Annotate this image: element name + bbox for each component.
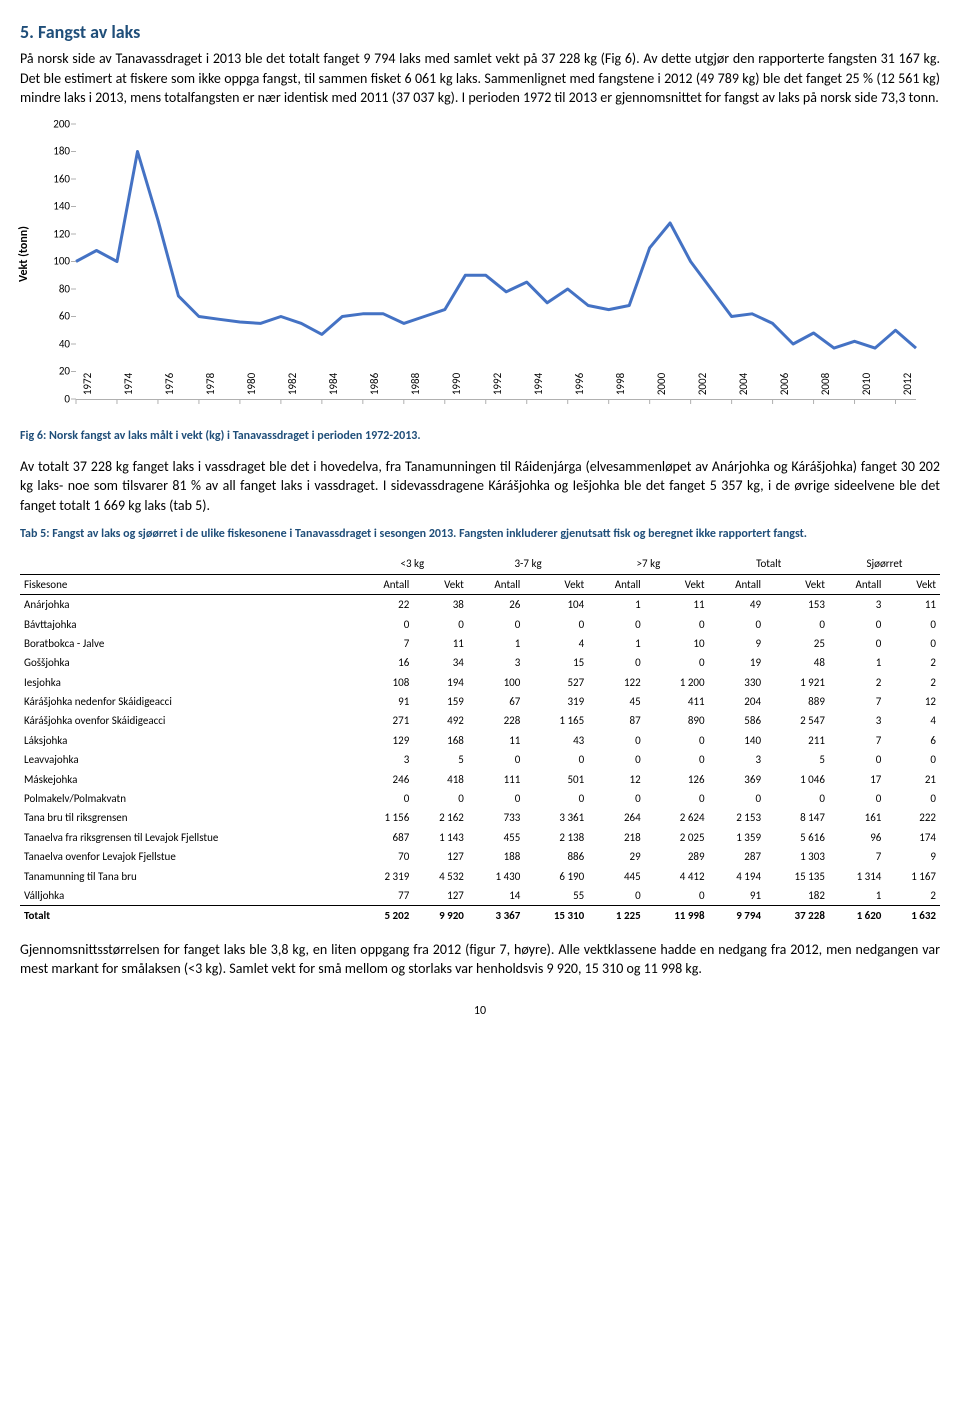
- xtick: 1972: [80, 364, 95, 404]
- ytick: 0: [30, 391, 70, 406]
- xtick: 1996: [572, 364, 587, 404]
- group-header: >7 kg: [588, 554, 708, 574]
- column-header: Antall: [829, 574, 885, 594]
- xtick: 2010: [859, 364, 874, 404]
- xtick: 2006: [777, 364, 792, 404]
- xtick: 2012: [900, 364, 915, 404]
- xtick: 2008: [818, 364, 833, 404]
- table-row: Láksjohka12916811430014021176: [20, 731, 940, 750]
- table-row: Kárášjohka ovenfor Skáidigeacci271492228…: [20, 711, 940, 730]
- section-heading: 5. Fangst av laks: [20, 20, 940, 45]
- xtick: 2004: [736, 364, 751, 404]
- table-row: Kárášjohka nedenfor Skáidigeacci91159673…: [20, 692, 940, 711]
- table-row: Tanaelva ovenfor Levajok Fjellstue701271…: [20, 847, 940, 866]
- column-header: Antall: [588, 574, 644, 594]
- xtick: 1988: [408, 364, 423, 404]
- column-header: Vekt: [885, 574, 940, 594]
- chart-figure: Vekt (tonn) 020406080100120140160180200 …: [20, 122, 940, 422]
- ytick: 120: [30, 226, 70, 241]
- xtick: 1976: [162, 364, 177, 404]
- xtick: 1982: [285, 364, 300, 404]
- ytick: 60: [30, 309, 70, 324]
- table-row: Tanaelva fra riksgrensen til Levajok Fje…: [20, 828, 940, 847]
- ytick: 200: [30, 116, 70, 131]
- ytick: 140: [30, 199, 70, 214]
- xtick: 1974: [121, 364, 136, 404]
- column-header: Antall: [357, 574, 413, 594]
- xtick: 1980: [244, 364, 259, 404]
- column-header: Vekt: [645, 574, 709, 594]
- ytick: 20: [30, 364, 70, 379]
- table-row: Tana bru til riksgrensen1 1562 1627333 3…: [20, 808, 940, 827]
- column-header: Vekt: [524, 574, 588, 594]
- column-header: Antall: [709, 574, 765, 594]
- table-row: Máskejohka246418111501121263691 0461721: [20, 770, 940, 789]
- table-row: Leavvajohka3500003500: [20, 750, 940, 769]
- xtick: 1992: [490, 364, 505, 404]
- column-header: Vekt: [413, 574, 468, 594]
- column-header: Antall: [468, 574, 524, 594]
- ytick: 180: [30, 144, 70, 159]
- column-header: Vekt: [765, 574, 829, 594]
- page-number: 10: [20, 1003, 940, 1020]
- xtick: 1990: [449, 364, 464, 404]
- table-total-row: Totalt5 2029 9203 36715 3101 22511 9989 …: [20, 906, 940, 926]
- table-row: Polmakelv/Polmakvatn0000000000: [20, 789, 940, 808]
- table-row: Iesjohka1081941005271221 2003301 92122: [20, 673, 940, 692]
- table-caption: Tab 5: Fangst av laks og sjøørret i de u…: [20, 526, 940, 543]
- group-header: Sjøørret: [829, 554, 940, 574]
- paragraph-1: På norsk side av Tanavassdraget i 2013 b…: [20, 49, 940, 108]
- table-row: Anárjohka22382610411149153311: [20, 595, 940, 615]
- paragraph-2: Av totalt 37 228 kg fanget laks i vassdr…: [20, 457, 940, 516]
- group-header: 3-7 kg: [468, 554, 588, 574]
- xtick: 2000: [654, 364, 669, 404]
- table-row: Válljohka771271455009118212: [20, 886, 940, 906]
- ytick: 40: [30, 336, 70, 351]
- ytick: 160: [30, 171, 70, 186]
- table-row: Boratbokca - Jalve7111411092500: [20, 634, 940, 653]
- catch-table: <3 kg3-7 kg>7 kgTotaltSjøørretFiskesoneA…: [20, 554, 940, 925]
- ytick: 100: [30, 254, 70, 269]
- xtick: 2002: [695, 364, 710, 404]
- table-row: Goššjohka163431500194812: [20, 653, 940, 672]
- group-header: [20, 554, 357, 574]
- xtick: 1998: [613, 364, 628, 404]
- paragraph-3: Gjennomsnittsstørrelsen for fanget laks …: [20, 940, 940, 979]
- table-row: Bávttajohka0000000000: [20, 615, 940, 634]
- xtick: 1984: [326, 364, 341, 404]
- ytick: 80: [30, 281, 70, 296]
- chart-caption: Fig 6: Norsk fangst av laks målt i vekt …: [20, 428, 940, 445]
- xtick: 1994: [531, 364, 546, 404]
- xtick: 1978: [203, 364, 218, 404]
- column-header: Fiskesone: [20, 574, 357, 594]
- group-header: Totalt: [709, 554, 829, 574]
- table-row: Tanamunning til Tana bru2 3194 5321 4306…: [20, 867, 940, 886]
- xtick: 1986: [367, 364, 382, 404]
- chart-svg: [76, 124, 916, 399]
- group-header: <3 kg: [357, 554, 468, 574]
